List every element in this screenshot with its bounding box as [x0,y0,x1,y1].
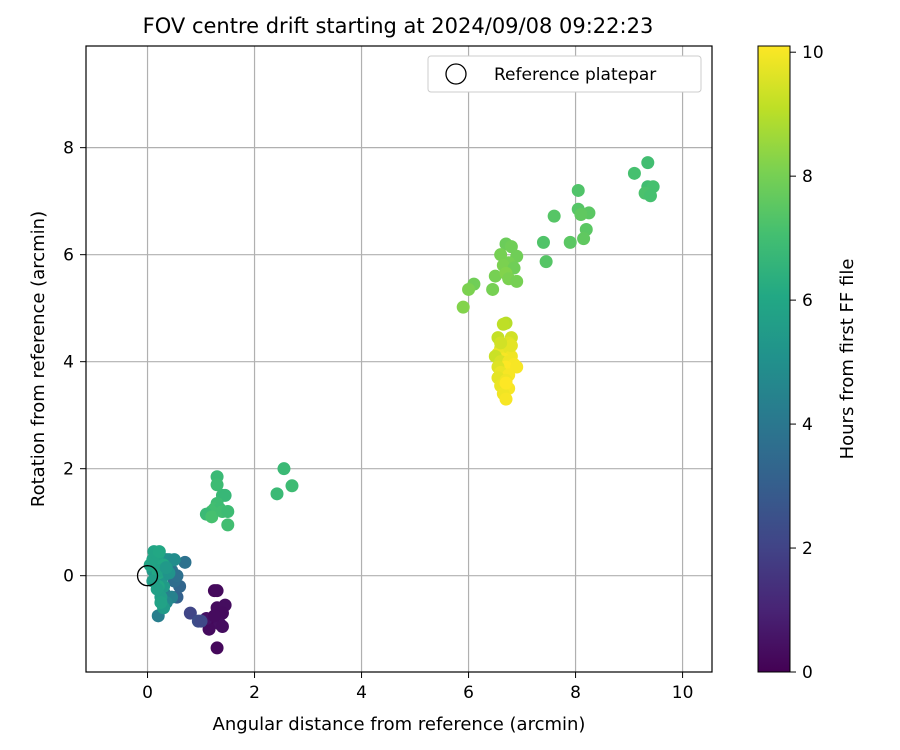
reference-marker-group [136,565,159,587]
data-point [577,232,591,246]
data-point [210,584,224,598]
data-point [547,209,561,223]
y-axis-label: Rotation from reference (arcmin) [28,211,49,507]
colorbar-tick-label: 2 [802,539,813,559]
colorbar-label: Hours from first FF file [837,259,858,460]
data-point [539,255,553,269]
y-axis-ticks: 0 2 4 6 8 [63,139,86,587]
legend-marker-open-circle [445,63,467,85]
x-axis-ticks: 0 2 4 6 8 10 [142,672,693,703]
data-point [488,269,502,283]
data-point [456,300,470,314]
data-point [221,504,235,518]
data-point [159,561,173,575]
data-point [178,555,192,569]
data-point [221,518,235,532]
y-tick-label: 2 [63,460,74,480]
data-point [643,189,657,203]
data-point [504,339,518,353]
data-point [270,487,284,501]
data-point [215,620,229,634]
data-point [167,553,181,567]
colorbar [757,45,791,673]
data-point [194,614,208,628]
data-point [536,235,550,249]
legend-box [427,55,702,93]
legend-label: Reference platepar [494,65,656,85]
x-tick-label: 10 [672,683,694,703]
x-axis-label: Angular distance from reference (arcmin) [213,714,586,735]
colorbar-tick-label: 10 [802,43,824,63]
data-point [277,462,291,476]
x-tick-label: 8 [570,683,581,703]
y-tick-label: 0 [63,567,74,587]
x-tick-label: 6 [463,683,474,703]
data-point [150,582,164,596]
data-point [486,282,500,296]
data-point [210,641,224,655]
colorbar-tick-label: 0 [802,663,813,683]
colorbar-tick-label: 6 [802,291,813,311]
data-point [499,392,513,406]
data-point [152,545,166,559]
y-tick-label: 8 [63,139,74,159]
data-point [207,609,221,623]
colorbar-tick-label: 8 [802,167,813,187]
x-tick-label: 0 [142,683,153,703]
data-point [504,240,518,254]
colorbar-tick-label: 4 [802,415,813,435]
x-tick-label: 2 [249,683,260,703]
y-tick-label: 4 [63,353,74,373]
data-point [154,595,168,609]
data-point [627,166,641,180]
data-point [499,376,513,390]
data-point [641,156,655,170]
x-tick-label: 4 [356,683,367,703]
y-tick-label: 6 [63,246,74,266]
data-point [571,183,585,197]
data-point [510,274,524,288]
data-point [285,479,299,493]
data-point [574,208,588,222]
data-points [143,156,660,655]
data-point [202,622,216,636]
data-point [563,235,577,249]
data-point [510,360,524,374]
data-point [494,248,508,262]
data-point [462,282,476,296]
chart-title: FOV centre drift starting at 2024/09/08 … [143,14,654,38]
data-point [210,478,224,492]
plot-frame [85,45,713,673]
data-point [496,317,510,331]
legend: Reference platepar [427,55,702,93]
data-point [183,606,197,620]
colorbar-ticks: 0 2 4 6 8 10 [790,43,824,683]
data-point [494,336,508,350]
data-point [218,488,232,502]
reference-platepar-marker [136,565,159,587]
grid-lines [86,46,712,672]
data-point [205,510,219,524]
